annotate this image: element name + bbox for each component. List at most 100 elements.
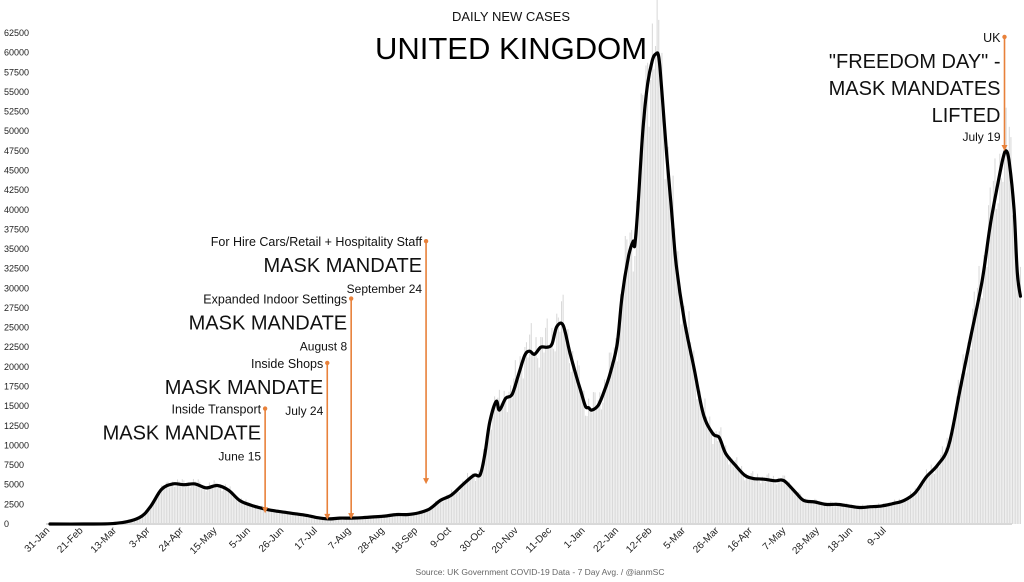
daily-bar [242,501,243,524]
daily-bar [215,483,216,524]
daily-bar [449,495,450,524]
daily-bar [806,503,807,524]
daily-bar [569,363,570,524]
daily-bar [188,482,189,524]
daily-bar [496,404,497,524]
daily-bar [709,416,710,524]
annotation-date: June 15 [218,450,261,464]
daily-bar [986,267,987,524]
daily-bar [685,336,686,524]
annotation-label-small: For Hire Cars/Retail + Hospitality Staff [211,235,423,249]
daily-bar [900,501,901,524]
daily-bar [478,470,479,524]
daily-bar [647,63,648,524]
daily-bar [505,400,506,524]
daily-bar [171,486,172,524]
daily-bar [783,475,784,524]
y-tick-label: 22500 [4,342,29,352]
daily-bar [921,482,922,524]
daily-bar [897,502,898,524]
y-tick-label: 60000 [4,48,29,58]
annotation-label-big: LIFTED [932,105,1001,127]
y-axis: 0250050007500100001250015000175002000022… [4,28,1012,529]
annotation-label-big: "FREEDOM DAY" - [829,51,1001,73]
daily-bar [767,475,768,524]
daily-bar [751,473,752,524]
daily-bar [497,398,498,524]
x-tick-label: 17-Jul [293,525,320,552]
daily-bar [935,465,936,524]
x-tick-label: 20-Nov [490,525,521,556]
daily-bar [652,24,653,524]
daily-bar [604,379,605,524]
daily-bar [536,337,537,524]
daily-bar [907,500,908,524]
daily-bar [534,355,535,524]
daily-bar [587,416,588,524]
daily-bar [937,464,938,524]
daily-bar [869,506,870,524]
daily-bar [456,488,457,524]
daily-bar [255,506,256,524]
y-tick-label: 10000 [4,440,29,450]
daily-bar [638,211,639,524]
daily-bar [985,264,986,524]
daily-bar [491,430,492,524]
daily-bar [687,327,688,524]
daily-bar [166,482,167,524]
daily-bar [735,460,736,524]
daily-bar [727,457,728,524]
daily-bar [612,368,613,524]
daily-bar [955,423,956,524]
daily-bar [754,478,755,524]
daily-bar [996,209,997,524]
daily-bar [183,480,184,524]
daily-bar [657,0,658,524]
daily-bar [674,228,675,524]
daily-bar [722,443,723,524]
daily-bar [746,474,747,524]
daily-bar [236,497,237,524]
daily-bar [877,506,878,524]
daily-bar [590,407,591,524]
daily-bar [167,482,168,524]
daily-bar [829,505,830,524]
daily-bar [179,481,180,524]
annotation-label-small: Inside Transport [171,403,261,417]
annotation-label-big: MASK MANDATE [264,255,423,277]
y-tick-label: 40000 [4,205,29,215]
daily-bar [923,485,924,524]
y-tick-label: 55000 [4,87,29,97]
daily-bar [717,441,718,524]
daily-bar [583,391,584,524]
x-tick-label: 7-May [761,525,788,552]
daily-bar [959,389,960,524]
daily-bar [617,361,618,524]
daily-bar [218,486,219,524]
daily-bar [762,477,763,524]
daily-bar [744,480,745,524]
daily-bar [950,445,951,524]
daily-bar [870,509,871,524]
daily-bar [233,497,234,524]
annotation-date: August 8 [300,340,348,354]
daily-bar [539,368,540,524]
daily-bar [217,488,218,524]
daily-bar [639,179,640,524]
daily-bar [411,515,412,524]
daily-bar [771,478,772,524]
daily-bar [461,486,462,524]
x-tick-label: 9-Jul [866,525,889,548]
daily-bar [765,482,766,524]
daily-bar [824,505,825,524]
daily-bar [822,506,823,524]
daily-bar [966,373,967,524]
daily-bar [1018,298,1019,524]
x-tick-label: 26-Mar [691,525,722,556]
daily-bar [953,421,954,524]
daily-bar [628,263,629,524]
daily-bar [665,179,666,524]
daily-bar [174,487,175,524]
daily-bar [555,351,556,524]
daily-bar [1009,127,1010,524]
